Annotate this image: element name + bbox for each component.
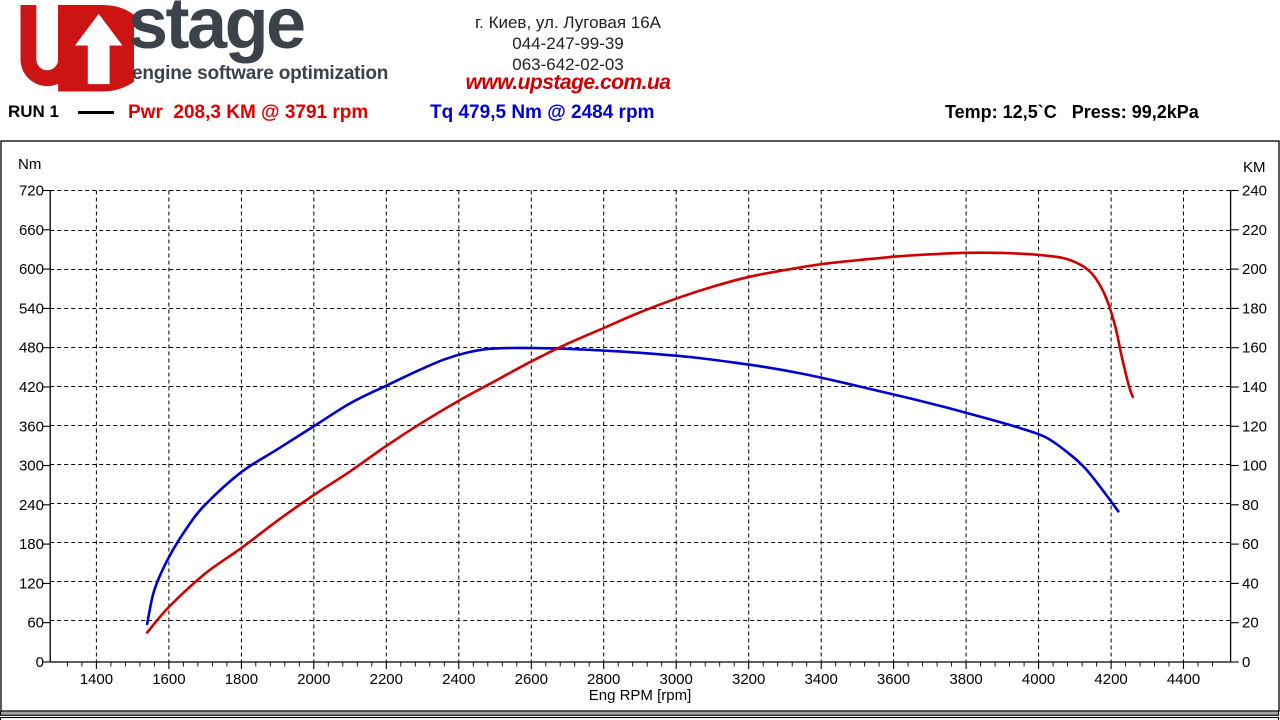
svg-text:2200: 2200 [370,671,403,688]
svg-text:20: 20 [1242,615,1259,632]
svg-text:3800: 3800 [949,671,982,688]
svg-text:2000: 2000 [297,671,330,688]
svg-text:720: 720 [19,183,44,200]
svg-text:3600: 3600 [877,671,910,688]
svg-text:480: 480 [19,340,44,357]
svg-text:200: 200 [1242,261,1267,278]
svg-text:3400: 3400 [805,671,838,688]
svg-text:100: 100 [1242,458,1267,475]
svg-text:2600: 2600 [515,671,548,688]
svg-text:360: 360 [19,418,44,435]
svg-text:2400: 2400 [442,671,475,688]
svg-text:1800: 1800 [225,671,258,688]
svg-text:240: 240 [1242,183,1267,200]
svg-text:4400: 4400 [1167,671,1200,688]
svg-text:600: 600 [19,261,44,278]
svg-text:140: 140 [1242,379,1267,396]
svg-text:Nm: Nm [18,156,41,173]
svg-text:4000: 4000 [1022,671,1055,688]
svg-text:1400: 1400 [80,671,113,688]
svg-text:220: 220 [1242,222,1267,239]
svg-text:Eng RPM [rpm]: Eng RPM [rpm] [589,687,692,704]
svg-text:0: 0 [1242,654,1250,671]
svg-text:180: 180 [1242,300,1267,317]
svg-text:0: 0 [36,654,44,671]
svg-text:60: 60 [1242,536,1259,553]
svg-text:60: 60 [27,615,44,632]
svg-text:120: 120 [1242,418,1267,435]
svg-text:2800: 2800 [587,671,620,688]
svg-text:420: 420 [19,379,44,396]
svg-text:4200: 4200 [1094,671,1127,688]
svg-text:3000: 3000 [660,671,693,688]
svg-text:1600: 1600 [152,671,185,688]
svg-text:660: 660 [19,222,44,239]
svg-text:300: 300 [19,458,44,475]
svg-text:540: 540 [19,300,44,317]
svg-text:3200: 3200 [732,671,765,688]
svg-text:80: 80 [1242,497,1259,514]
svg-text:KM: KM [1243,159,1266,176]
svg-text:40: 40 [1242,575,1259,592]
svg-text:160: 160 [1242,340,1267,357]
svg-text:240: 240 [19,497,44,514]
svg-text:120: 120 [19,575,44,592]
svg-text:180: 180 [19,536,44,553]
